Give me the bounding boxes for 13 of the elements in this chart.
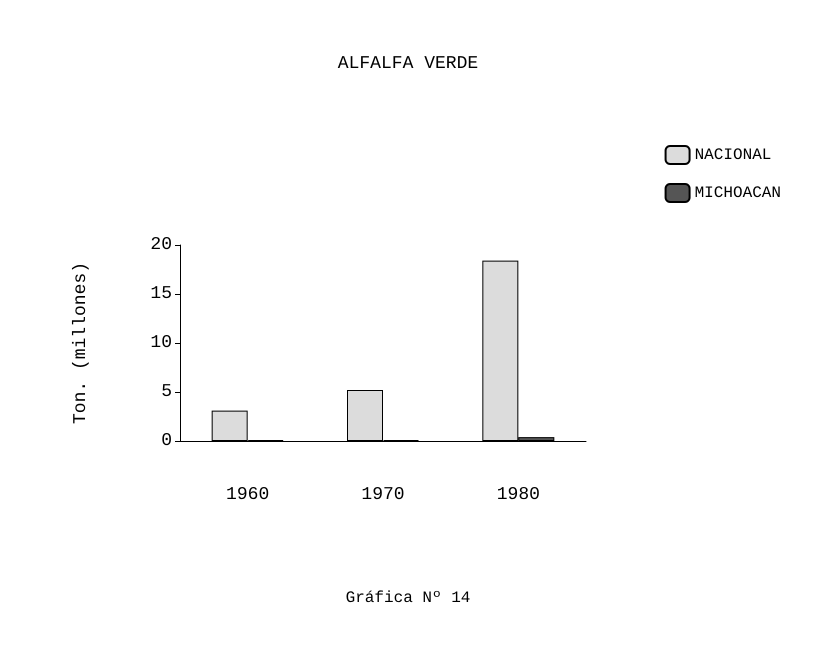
y-tick-label: 10: [150, 333, 172, 353]
x-tick-label: 1960: [226, 485, 270, 505]
y-tick-label: 20: [150, 235, 172, 255]
x-tick-label: 1980: [496, 485, 540, 505]
y-axis-title: Ton. (millones): [71, 262, 91, 424]
text: Gráfica Nº 14: [346, 589, 470, 607]
legend-label: NACIONAL: [694, 146, 772, 164]
y-tick-label: 5: [161, 382, 172, 402]
legend-label: MICHOACAN: [694, 184, 782, 202]
x-tick-label: 1970: [361, 485, 405, 505]
y-tick-label: 0: [161, 431, 172, 451]
y-tick-label: 15: [150, 284, 172, 304]
chart-title: ALFALFA VERDE: [338, 54, 478, 74]
